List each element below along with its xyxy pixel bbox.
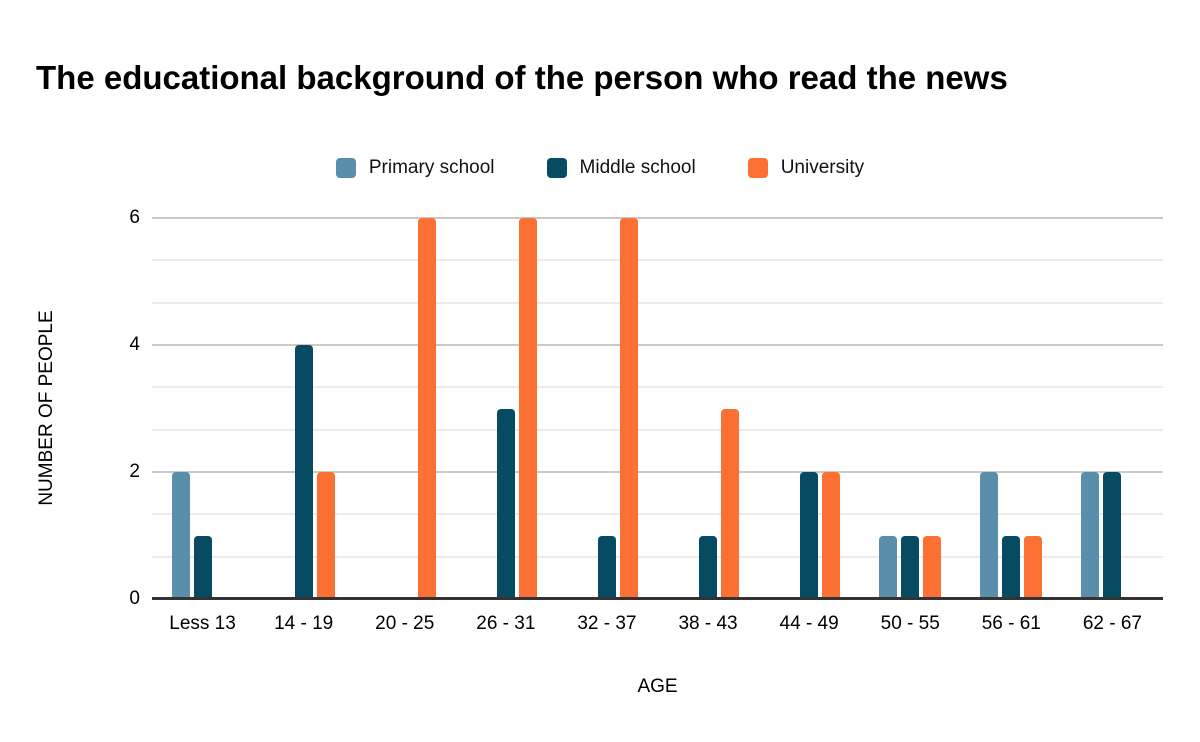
bar-group (879, 218, 942, 599)
bar-university-32-37 (619, 218, 638, 599)
bar-middle-school-32-37 (597, 535, 616, 599)
y-tick-label-6: 6 (129, 207, 140, 228)
gridline-minor (152, 428, 1163, 431)
bar-middle-school-50-55 (901, 535, 920, 599)
bar-primary-school-56-61 (980, 472, 999, 599)
legend: Primary school Middle school University (0, 157, 1200, 179)
bar-primary-school-50-55 (879, 535, 898, 599)
legend-label-primary-school: Primary school (368, 157, 495, 178)
bar-group (374, 218, 436, 599)
gridline-minor (152, 386, 1163, 389)
gridline-minor (152, 259, 1163, 262)
bar-group (475, 218, 537, 599)
gridline-major (152, 471, 1163, 473)
x-tick-label-62-67: 62 - 67 (1082, 613, 1142, 634)
category-group-26-31 (455, 218, 556, 599)
x-tick-label-56-61: 56 - 61 (981, 613, 1041, 634)
y-tick-label-2: 2 (129, 461, 140, 482)
bar-middle-school-44-49 (800, 472, 819, 599)
category-group-50-55 (860, 218, 961, 599)
bar-university-20-25 (417, 218, 436, 599)
bar-primary-school-less-13 (171, 472, 190, 599)
x-tick-label-44-49: 44 - 49 (779, 613, 839, 634)
legend-item-primary-school: Primary school (335, 157, 495, 179)
gridline-major (152, 344, 1163, 346)
bar-group (1081, 218, 1143, 599)
bar-middle-school-38-43 (699, 535, 718, 599)
x-axis-title: AGE (637, 676, 678, 697)
legend-item-university: University (747, 157, 865, 179)
x-tick-label-50-55: 50 - 55 (880, 613, 940, 634)
legend-swatch-university-icon (747, 158, 768, 178)
category-group-38-43 (657, 218, 758, 599)
category-group-20-25 (354, 218, 455, 599)
bar-university-26-31 (518, 218, 537, 599)
legend-swatch-primary-school-icon (335, 158, 356, 178)
bar-middle-school-56-61 (1002, 535, 1021, 599)
category-group-32-37 (556, 218, 657, 599)
category-group-56-61 (961, 218, 1062, 599)
legend-item-middle-school: Middle school (546, 157, 696, 179)
bar-university-38-43 (721, 408, 740, 599)
chart-title: The educational background of the person… (36, 59, 1008, 97)
category-group-44-49 (759, 218, 860, 599)
category-group-62-67 (1062, 218, 1163, 599)
bar-group (171, 218, 234, 599)
x-tick-label-14-19: 14 - 19 (274, 613, 334, 634)
x-tick-label-32-37: 32 - 37 (577, 613, 637, 634)
legend-swatch-middle-school-icon (546, 158, 567, 178)
legend-label-university: University (780, 157, 865, 178)
gridline-minor (152, 555, 1163, 558)
bar-middle-school-62-67 (1103, 472, 1122, 599)
y-tick-label-0: 0 (129, 588, 140, 609)
y-axis-title: NUMBER OF PEOPLE (36, 310, 57, 506)
bar-university-14-19 (316, 472, 335, 599)
x-tick-labels: Less 13 14 - 19 20 - 25 26 - 31 32 - 37 38 - … (152, 613, 1163, 635)
bar-group (677, 218, 740, 599)
category-group-14-19 (253, 218, 354, 599)
gridline-major (152, 217, 1163, 219)
x-tick-label-less-13: Less 13 (169, 613, 236, 634)
bar-middle-school-less-13 (193, 535, 212, 599)
x-tick-label-26-31: 26 - 31 (476, 613, 536, 634)
bar-university-44-49 (822, 472, 841, 599)
x-tick-label-20-25: 20 - 25 (375, 613, 435, 634)
bar-middle-school-26-31 (496, 408, 515, 599)
bar-group (778, 218, 841, 599)
bar-primary-school-62-67 (1081, 472, 1100, 599)
plot-area (152, 217, 1163, 600)
bar-university-50-55 (923, 535, 942, 599)
legend-label-middle-school: Middle school (579, 157, 696, 178)
bar-group (576, 218, 638, 599)
bar-group (980, 218, 1043, 599)
bar-middle-school-14-19 (294, 345, 313, 599)
gridline-minor (152, 513, 1163, 516)
x-tick-label-38-43: 38 - 43 (678, 613, 738, 634)
x-axis-line (152, 597, 1163, 600)
y-tick-label-4: 4 (129, 334, 140, 355)
gridline-minor (152, 301, 1163, 304)
bar-university-56-61 (1024, 535, 1043, 599)
bar-group (273, 218, 335, 599)
bar-groups (152, 218, 1163, 599)
category-group-less-13 (152, 218, 253, 599)
